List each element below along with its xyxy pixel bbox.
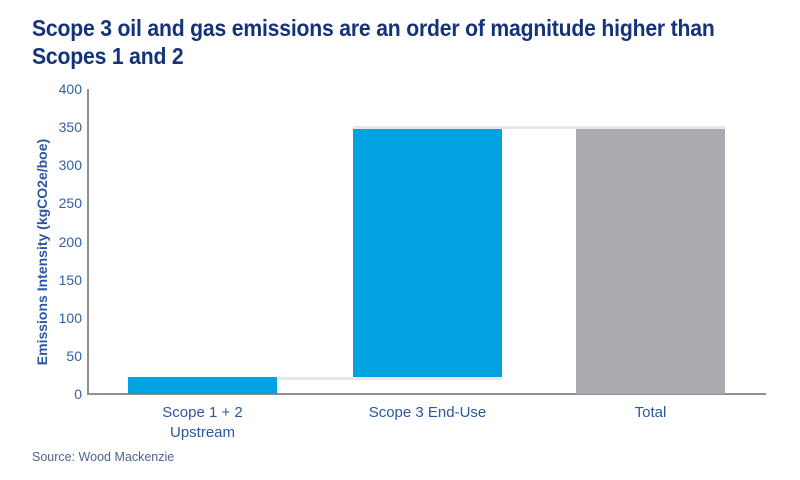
x-axis-line: [87, 393, 766, 395]
x-category-label-line: Upstream: [169, 424, 236, 441]
bar-scope-3-end-use: [353, 129, 502, 378]
x-category-label: Scope 3 End-Use: [338, 403, 518, 423]
bar-total: [576, 129, 725, 394]
y-tick-label: 250: [58, 195, 82, 212]
waterfall-connector: [277, 377, 502, 381]
waterfall-connector: [353, 126, 725, 130]
bar-scope-1-2-upstream: [128, 377, 277, 394]
source-text: Source: Wood Mackenzie: [32, 450, 175, 464]
y-tick-label: 300: [58, 157, 82, 174]
y-tick-label: 0: [74, 386, 82, 402]
y-axis-line: [87, 89, 89, 395]
chart-title-line-2: Scopes 1 and 2: [32, 43, 184, 69]
y-tick-label: 400: [58, 81, 82, 97]
chart-title-line-1: Scope 3 oil and gas emissions are an ord…: [32, 15, 715, 41]
y-tick-label: 50: [66, 347, 82, 364]
y-tick-label: 350: [58, 119, 82, 136]
x-category-label-line: Scope 3 End-Use: [368, 404, 487, 421]
x-category-label-line: Scope 1 + 2: [162, 404, 243, 421]
y-tick-label: 100: [58, 309, 82, 326]
x-category-label: Scope 1 + 2 Upstream: [113, 403, 293, 443]
chart-title: Scope 3 oil and gas emissions are an ord…: [32, 14, 715, 70]
x-category-label-line: Total: [634, 404, 667, 421]
x-category-label: Total: [561, 403, 741, 423]
y-tick-label: 150: [58, 271, 82, 288]
y-tick-label: 200: [58, 233, 82, 250]
